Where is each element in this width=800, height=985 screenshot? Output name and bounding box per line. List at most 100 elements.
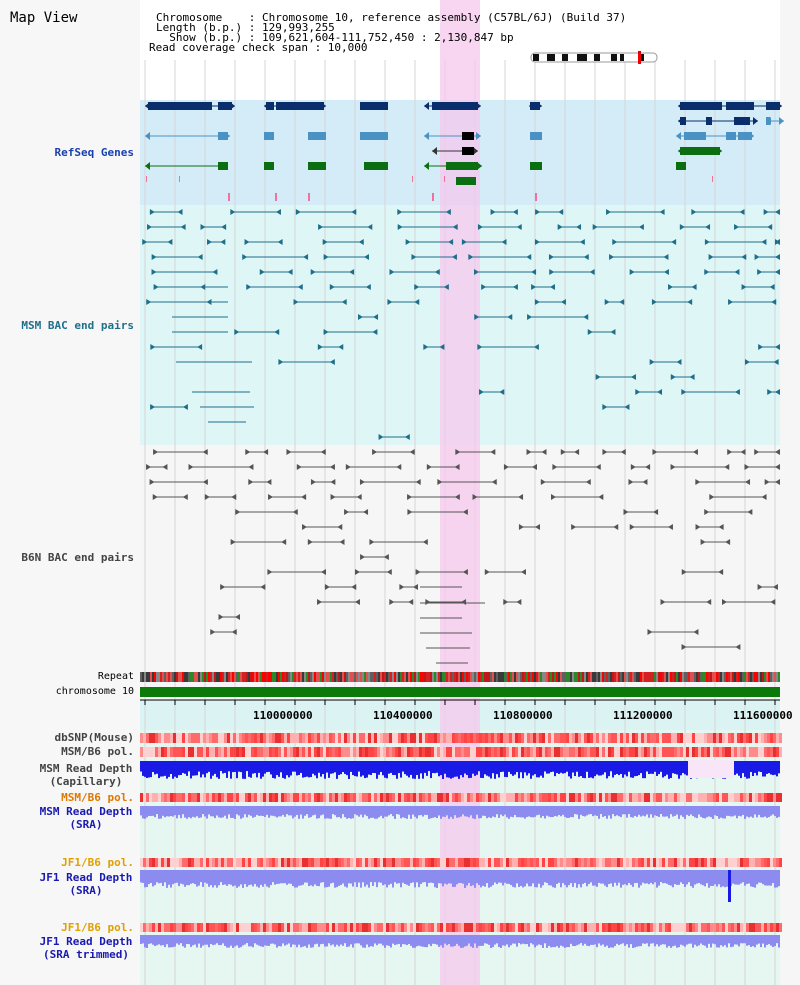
dbsnp-cell	[353, 733, 356, 743]
track-label-jf1-depth-trimmed[interactable]: JF1 Read Depth (SRA trimmed)	[30, 935, 142, 961]
track-label-msm-depth-capillary[interactable]: MSM Read Depth (Capillary)	[30, 762, 142, 788]
b6n-bac-pair-end	[692, 449, 698, 455]
msm-bac-pair-end	[259, 269, 265, 275]
msm-depth-sra-bar	[406, 806, 408, 819]
dbsnp-cell	[212, 733, 215, 743]
repeat-block	[370, 672, 372, 682]
jf1-depth-trim-bar	[280, 935, 282, 947]
jf1-depth-sra-bar	[532, 870, 534, 884]
msm-depth-capillary-bar	[456, 761, 458, 777]
b6n-bac-pair-end	[681, 569, 687, 575]
dbsnp-cell	[329, 733, 332, 743]
jf1-b6-pol-cell	[290, 858, 293, 867]
b6n-bac-pair-end	[574, 449, 580, 455]
jf1-b6-pol-cell	[584, 858, 587, 867]
jf1-depth-trim-bar	[390, 935, 392, 948]
repeat-block	[578, 672, 580, 682]
msm-b6-pol-2-cell	[635, 793, 638, 802]
msm-depth-capillary-bar	[494, 761, 496, 779]
repeat-block	[404, 672, 406, 682]
jf1-depth-sra-bar	[382, 870, 384, 886]
b6n-bac-pair-end	[235, 509, 241, 515]
msm-b6-pol-2-cell	[383, 793, 386, 802]
msm-bac-pair-end	[587, 329, 593, 335]
track-label-jf1-depth-sra[interactable]: JF1 Read Depth (SRA)	[30, 871, 142, 897]
jf1-depth-sra-bar	[652, 870, 654, 885]
track-label-refseq[interactable]: RefSeq Genes	[54, 146, 134, 159]
track-label-msm-bac[interactable]: MSM BAC end pairs	[21, 319, 134, 332]
msm-depth-capillary-bar	[290, 761, 292, 776]
msm-depth-sra-bar	[320, 806, 322, 816]
msm-b6-pol-2-cell	[725, 793, 728, 802]
msm-b6-pol-2-cell	[650, 793, 653, 802]
dbsnp-cell	[638, 733, 641, 743]
jf1-depth-trim-bar	[640, 935, 642, 947]
jf1-b6-pol-cell	[368, 858, 371, 867]
jf1-depth-trim-bar	[276, 935, 278, 948]
jf1-depth-sra-bar	[400, 870, 402, 888]
msm-b6-pol-2-cell	[662, 793, 665, 802]
jf1-b6-pol-cell	[458, 858, 461, 867]
msm-depth-capillary-bar	[406, 761, 408, 776]
dbsnp-cell	[551, 733, 554, 743]
msm-depth-capillary-bar	[326, 761, 328, 773]
jf1-b6-pol-2-cell	[245, 923, 248, 932]
jf1-depth-trim-bar	[638, 935, 640, 947]
jf1-depth-sra-bar	[500, 870, 502, 883]
msm-bac-pair-end	[649, 359, 655, 365]
dbsnp-cell	[143, 733, 146, 743]
msm-depth-capillary-bar	[382, 761, 384, 776]
msm-depth-capillary-bar	[480, 761, 482, 778]
gene-arrow	[477, 162, 482, 170]
gene-exon	[680, 147, 720, 155]
repeat-block	[584, 672, 586, 682]
jf1-depth-trim-bar	[488, 935, 490, 945]
msm-depth-sra-bar	[210, 806, 212, 817]
msm-b6-pol-cell	[386, 747, 389, 757]
track-label-msm-b6-pol-2[interactable]: MSM/B6 pol.	[61, 791, 134, 804]
jf1-depth-trim-bar	[320, 935, 322, 945]
repeat-block	[420, 672, 422, 682]
msm-b6-pol-2-cell	[659, 793, 662, 802]
msm-b6-pol-2-cell	[608, 793, 611, 802]
msm-depth-sra-bar	[686, 806, 688, 815]
track-label-msm-depth-sra[interactable]: MSM Read Depth (SRA)	[30, 805, 142, 831]
dbsnp-cell	[365, 733, 368, 743]
jf1-b6-pol-cell	[302, 858, 305, 867]
track-label-jf1-b6-pol[interactable]: JF1/B6 pol.	[61, 856, 134, 869]
msm-bac-pair-end	[676, 359, 682, 365]
jf1-b6-pol-cell	[752, 858, 755, 867]
msm-b6-pol-cell	[422, 747, 425, 757]
dbsnp-cell	[239, 733, 242, 743]
track-label-dbsnp[interactable]: dbSNP(Mouse)	[54, 731, 134, 744]
jf1-b6-pol-cell	[449, 858, 452, 867]
jf1-b6-pol-cell	[530, 858, 533, 867]
msm-b6-pol-cell	[779, 747, 782, 757]
msm-depth-sra-bar	[342, 806, 344, 815]
b6n-bac-pair-end	[162, 464, 168, 470]
track-label-msm-b6-pol[interactable]: MSM/B6 pol.	[61, 745, 134, 758]
msm-depth-sra-bar	[730, 806, 732, 817]
jf1-depth-sra-bar	[390, 870, 392, 884]
msm-depth-sra-bar	[200, 806, 202, 818]
jf1-depth-sra-bar	[540, 870, 542, 888]
msm-b6-pol-2-cell	[290, 793, 293, 802]
msm-depth-sra-bar	[460, 806, 462, 817]
dbsnp-cell	[728, 733, 731, 743]
dbsnp-cell	[488, 733, 491, 743]
dbsnp-cell	[698, 733, 701, 743]
track-label-b6n-bac[interactable]: B6N BAC end pairs	[21, 551, 134, 564]
msm-b6-pol-2-cell	[704, 793, 707, 802]
jf1-b6-pol-2-cell	[293, 923, 296, 932]
gene-exon	[726, 102, 754, 110]
jf1-depth-trim-bar	[656, 935, 658, 945]
jf1-b6-pol-2-cell	[647, 923, 650, 932]
dbsnp-cell	[599, 733, 602, 743]
dbsnp-cell	[254, 733, 257, 743]
jf1-b6-pol-2-cell	[605, 923, 608, 932]
track-label-jf1-b6-pol-2[interactable]: JF1/B6 pol.	[61, 921, 134, 934]
msm-depth-capillary-bar	[324, 761, 326, 779]
jf1-depth-sra-bar	[274, 870, 276, 885]
jf1-b6-pol-2-cell	[761, 923, 764, 932]
